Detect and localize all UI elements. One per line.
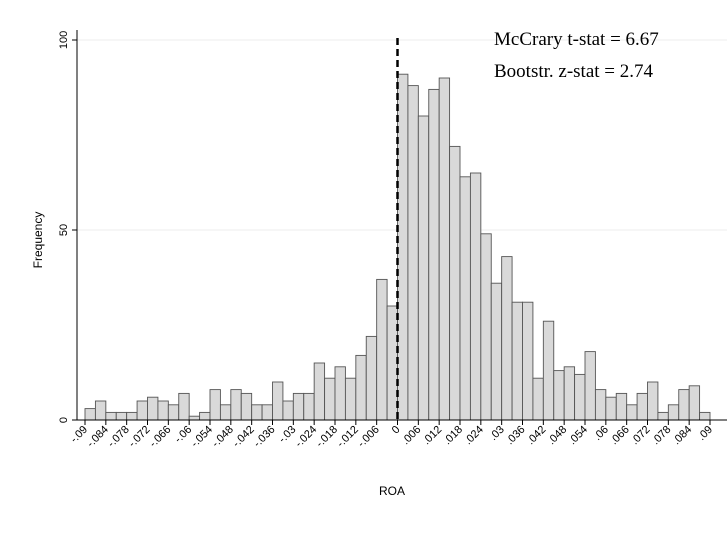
histogram-bar	[449, 145, 461, 421]
histogram-bar	[438, 77, 451, 421]
histogram-bar	[105, 411, 117, 421]
histogram-bar	[417, 115, 430, 421]
histogram-bar	[469, 172, 482, 421]
histogram-bar	[542, 320, 555, 421]
histogram-bar	[147, 396, 159, 421]
histogram-bar	[459, 176, 471, 421]
histogram-bar	[522, 301, 534, 421]
x-axis-title: ROA	[379, 484, 405, 498]
histogram-bar	[324, 377, 336, 421]
histogram-bar	[334, 366, 346, 421]
histogram-bar	[303, 392, 315, 421]
histogram-bar	[84, 408, 96, 421]
histogram-bar	[219, 404, 232, 421]
histogram-bar	[355, 354, 367, 421]
histogram-bar	[261, 404, 273, 421]
histogram-bar	[699, 411, 711, 421]
histogram-bar	[397, 73, 409, 421]
histogram-bar	[647, 381, 659, 421]
histogram-bar	[240, 392, 253, 421]
histogram-bar	[574, 373, 586, 421]
bootstrap-stat-annotation: Bootstr. z-stat = 2.74	[494, 61, 654, 82]
histogram-bar	[282, 400, 294, 421]
y-tick-label: 0	[58, 417, 70, 423]
histogram-bar	[344, 377, 357, 421]
histogram-bar	[584, 351, 596, 421]
histogram-bar	[376, 278, 388, 421]
mccrary-stat-annotation: McCrary t-stat = 6.67	[494, 29, 659, 50]
histogram-bar	[94, 400, 107, 421]
histogram-bar	[167, 404, 180, 421]
histogram-bar	[115, 411, 128, 421]
histogram-bar	[480, 233, 492, 421]
histogram-bar	[230, 389, 242, 421]
histogram-bar	[365, 335, 378, 421]
histogram-bar	[292, 392, 305, 421]
histogram-bar	[667, 404, 680, 421]
histogram-bar	[490, 282, 503, 421]
y-tick-label: 100	[58, 31, 70, 49]
histogram-bar	[636, 392, 648, 421]
histogram-bar	[605, 396, 617, 421]
histogram-bar	[594, 389, 607, 421]
histogram-bar	[511, 301, 523, 421]
histogram-bar	[157, 400, 169, 421]
y-axis-ticks: 0 50 100	[58, 31, 77, 423]
histogram-bar	[178, 392, 190, 421]
histogram-bar	[199, 411, 211, 421]
histogram-bar	[428, 88, 440, 421]
histogram-bar	[188, 415, 201, 421]
histogram-bar	[407, 85, 419, 421]
histogram-bar	[657, 411, 669, 421]
histogram-bar	[553, 370, 565, 421]
histogram-bar	[501, 256, 513, 421]
histogram-bar	[678, 389, 690, 421]
bars	[84, 73, 711, 421]
histogram-bar	[688, 385, 701, 421]
histogram-bar	[386, 305, 398, 421]
histogram-bar	[209, 389, 221, 421]
histogram-bar	[615, 392, 628, 421]
histogram-bar	[532, 377, 544, 421]
histogram-bar	[313, 362, 326, 421]
histogram-bar	[136, 400, 148, 421]
y-axis-title: Frequency	[31, 212, 45, 269]
histogram-bar	[126, 411, 138, 421]
histogram-bar	[563, 366, 576, 421]
histogram-bar	[626, 404, 638, 421]
histogram-bar	[251, 404, 263, 421]
histogram-bar	[272, 381, 284, 421]
y-tick-label: 50	[58, 224, 70, 236]
